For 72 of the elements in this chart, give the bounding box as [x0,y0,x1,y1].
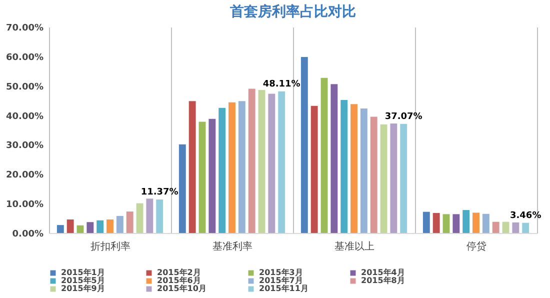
data-label: 3.46% [510,210,542,221]
bar [512,222,520,233]
bar [310,106,318,233]
bar [126,212,134,233]
bar [218,108,226,233]
data-label: 48.11% [262,79,300,90]
bar [390,124,398,233]
legend-label: 2015年4月 [361,268,405,277]
y-tick-label: 40.00% [6,112,44,122]
bar [116,216,124,233]
bar [442,214,450,233]
bar [66,219,74,233]
bar [472,212,480,233]
x-tick-label: 折扣利率 [90,240,130,252]
legend-label: 2015年10月 [157,284,206,293]
bar [422,212,430,233]
bar [86,222,94,233]
x-tick-label: 基准利率 [212,240,252,252]
bar [400,124,408,233]
legend-label: 2015年8月 [361,276,405,285]
bar [350,104,358,233]
bar [360,108,368,233]
bar [452,214,460,233]
data-label: 37.07% [384,112,422,122]
bar [320,78,328,233]
legend-label: 2015年9月 [61,284,105,293]
bar [56,225,64,233]
legend-label: 2015年7月 [259,276,303,285]
data-label: 11.37% [140,188,178,198]
bar [522,222,530,233]
bar [136,203,144,233]
bar [258,90,266,233]
bar [482,214,490,233]
x-tick-label: 基准以上 [334,240,374,252]
bar [178,144,186,233]
bar [502,222,510,233]
y-tick-label: 50.00% [6,82,44,92]
y-tick-label: 60.00% [6,52,44,63]
bar [380,124,388,233]
chart-title: 首套房利率占比对比 [229,3,356,20]
bar [462,210,470,233]
bar [278,91,286,233]
y-tick-label: 30.00% [6,141,44,152]
y-tick-label: 0.00% [12,230,44,240]
bar [330,84,338,233]
bar [432,212,440,233]
bar [106,219,114,233]
bar [156,200,164,233]
legend-label: 2015年2月 [157,268,201,277]
legend-label: 2015年3月 [259,268,303,277]
bar [248,88,256,233]
bar [188,101,196,233]
x-tick-label: 停贷 [466,240,486,252]
y-tick-label: 10.00% [6,200,44,210]
bar [340,100,348,233]
bar [300,57,308,233]
bar [208,118,216,233]
bar [198,122,206,233]
legend-label: 2015年6月 [157,276,201,285]
bar [146,198,154,233]
legend-label: 2015年11月 [259,284,308,293]
bar [228,102,236,233]
bar [76,225,84,233]
legend-label: 2015年5月 [61,276,105,285]
bar [492,222,500,233]
bar [96,220,104,233]
bar [268,94,276,233]
bar [370,116,378,233]
bar [238,101,246,233]
legend-label: 2015年1月 [61,268,105,277]
y-tick-label: 70.00% [6,24,44,34]
y-tick-label: 20.00% [6,170,44,181]
